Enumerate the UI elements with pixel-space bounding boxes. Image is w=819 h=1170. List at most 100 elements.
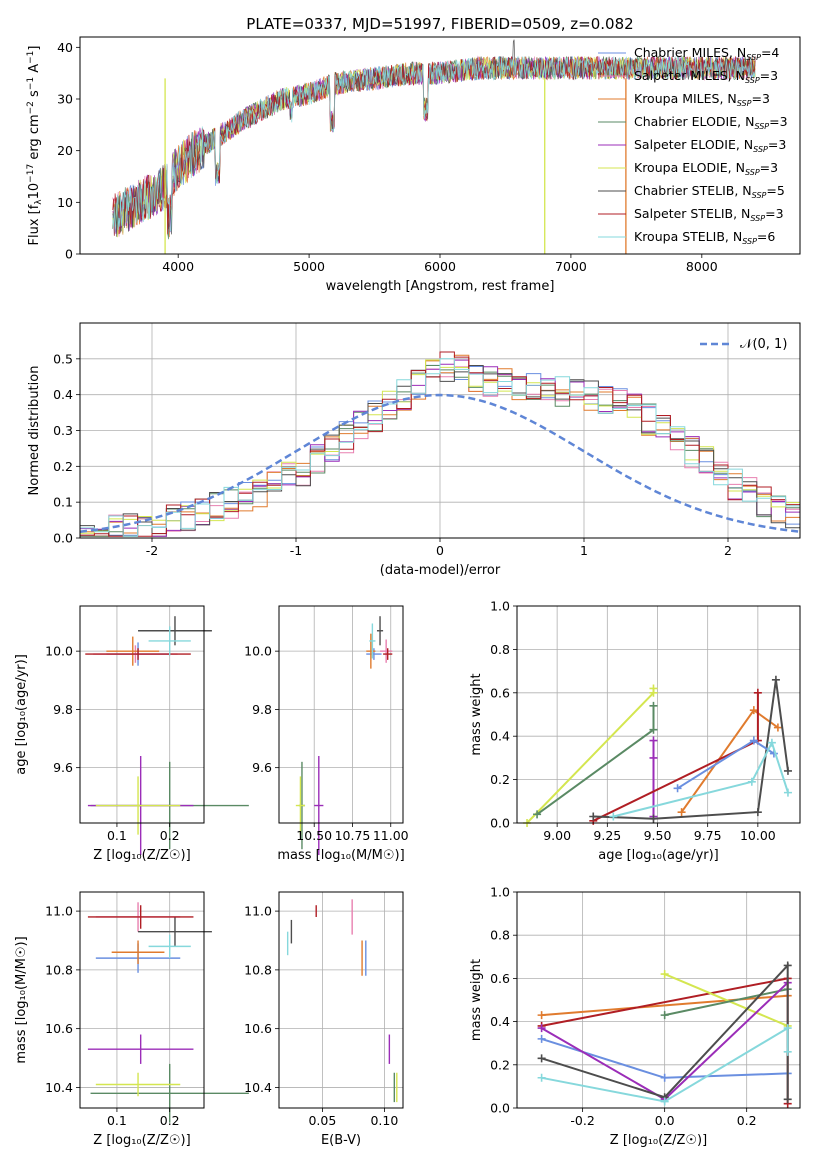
plus-marker bbox=[649, 736, 658, 745]
histogram-chabrier-stelib bbox=[80, 365, 800, 537]
y-tick-label: 9.8 bbox=[252, 702, 272, 717]
weight-line-kroupa-stelib bbox=[613, 740, 789, 818]
x-tick-label: 5000 bbox=[293, 259, 325, 274]
spectrum-line-kroupa-stelib bbox=[112, 55, 756, 233]
y-tick-label: 10.4 bbox=[45, 1080, 73, 1095]
x-tick-label: 10.00 bbox=[740, 828, 776, 843]
mass_vs_Z-axes: 0.1 0.2 10.4 10.6 10.8 11.0 Z [log₁₀(Z/Z☉)] mas… bbox=[14, 891, 249, 1148]
legend-label: Salpeter ELODIE, NSSP=3 bbox=[634, 137, 786, 154]
x-tick-label: 1 bbox=[580, 543, 588, 558]
y-tick-label: 10.6 bbox=[45, 1021, 73, 1036]
y-axis-label: mass weight bbox=[469, 673, 484, 755]
weight-line-chabrier-elodie bbox=[664, 988, 788, 1017]
legend-label: Chabrier ELODIE, NSSP=3 bbox=[634, 114, 788, 131]
y-tick-label: 10.8 bbox=[244, 962, 272, 977]
errorbar-point bbox=[148, 626, 191, 656]
plus-marker bbox=[609, 812, 618, 821]
y-axis-label: Normed distribution bbox=[27, 366, 42, 496]
x-axis-label: (data-model)/error bbox=[380, 563, 501, 578]
axes-frame bbox=[516, 891, 801, 1109]
legend-label: Kroupa MILES, NSSP=3 bbox=[634, 91, 770, 108]
errorbar-point bbox=[106, 636, 160, 666]
weight_vs_age-axes: 9.00 9.25 9.50 9.75 10.00 0.0 0.2 0.4 0.6 0.8 1.0 a… bbox=[469, 599, 801, 863]
x-tick-label: 10.50 bbox=[296, 828, 332, 843]
y-tick-label: 30 bbox=[57, 92, 73, 107]
y-tick-label: 9.6 bbox=[252, 760, 272, 775]
y-tick-label: 0.6 bbox=[490, 971, 510, 986]
plus-marker bbox=[537, 1073, 546, 1082]
x-tick-label: 4000 bbox=[162, 259, 194, 274]
x-tick-label: 9.50 bbox=[644, 828, 672, 843]
x-tick-label: 0.2 bbox=[160, 1113, 180, 1128]
mass_vs_ebv-axes: 0.05 0.10 10.4 10.6 10.8 11.0 E(B-V) bbox=[244, 891, 404, 1148]
y-axis-label: age [log₁₀(age/yr)] bbox=[14, 654, 29, 775]
x-axis-label: age [log₁₀(age/yr)] bbox=[598, 848, 719, 863]
plus-marker bbox=[749, 706, 758, 715]
errorbar-point bbox=[376, 616, 384, 646]
age_vs_mass-plot-area bbox=[295, 616, 393, 856]
y-tick-label: 11.0 bbox=[244, 904, 272, 919]
y-tick-label: 0.8 bbox=[490, 928, 510, 943]
legend-label: Chabrier MILES, NSSP=4 bbox=[634, 45, 779, 62]
x-axis-label: Z [log₁₀(Z/Z☉)] bbox=[93, 848, 190, 863]
spectrum-axes: 4000 5000 6000 7000 8000 0 10 20 30 40 wavelength … bbox=[26, 36, 801, 294]
y-tick-label: 10 bbox=[57, 195, 73, 210]
plus-marker bbox=[537, 1034, 546, 1043]
plus-marker bbox=[533, 810, 542, 819]
y-tick-label: 0.0 bbox=[490, 1101, 510, 1116]
plus-marker bbox=[783, 788, 792, 797]
errorbar-point bbox=[95, 1072, 181, 1097]
spectrum-plot-area bbox=[112, 39, 756, 254]
axes-frame bbox=[79, 605, 205, 824]
plus-marker bbox=[677, 808, 686, 817]
x-tick-label: -2 bbox=[146, 543, 158, 558]
x-tick-label: 9.00 bbox=[543, 828, 571, 843]
x-tick-label: 8000 bbox=[686, 259, 718, 274]
errorbar-point bbox=[138, 916, 212, 947]
x-tick-label: 9.25 bbox=[593, 828, 621, 843]
plus-marker bbox=[537, 1024, 546, 1033]
histogram-kroupa-stelib bbox=[80, 358, 800, 537]
errorbar-point bbox=[85, 648, 191, 660]
plus-marker bbox=[649, 701, 658, 710]
y-tick-label: 1.0 bbox=[490, 885, 510, 900]
axes-frame bbox=[278, 891, 404, 1109]
x-tick-label: 0 bbox=[436, 543, 444, 558]
plus-marker bbox=[649, 814, 658, 823]
weight-line-kroupa-stelib bbox=[541, 1026, 789, 1103]
age_vs_Z-axes: 0.1 0.2 9.6 9.8 10.0 Z [log₁₀(Z/Z☉)] age [log₁… bbox=[14, 605, 249, 863]
mass_vs_Z-plot-area bbox=[87, 902, 249, 1123]
x-tick-label: -0.2 bbox=[570, 1113, 594, 1128]
y-tick-label: 0.0 bbox=[490, 816, 510, 831]
y-tick-label: 40 bbox=[57, 40, 73, 55]
weight-line-kroupa-miles bbox=[541, 994, 788, 1017]
x-tick-label: 0.05 bbox=[308, 1113, 336, 1128]
x-tick-label: 0.2 bbox=[160, 828, 180, 843]
x-tick-label: 6000 bbox=[424, 259, 456, 274]
legend-label: Salpeter MILES, NSSP=3 bbox=[634, 68, 778, 85]
axes-frame bbox=[278, 605, 404, 824]
axes-frame bbox=[79, 36, 801, 255]
errorbar-point bbox=[87, 1034, 194, 1064]
y-tick-label: 0.5 bbox=[53, 351, 73, 366]
x-tick-label: 11.00 bbox=[373, 828, 409, 843]
plus-marker bbox=[537, 1054, 546, 1063]
plus-marker bbox=[673, 784, 682, 793]
y-tick-label: 10.4 bbox=[244, 1080, 272, 1095]
residuals-plot-area bbox=[79, 351, 801, 537]
y-tick-label: 0.4 bbox=[490, 729, 510, 744]
plus-marker bbox=[783, 1024, 792, 1033]
axes-frame bbox=[79, 891, 205, 1109]
x-axis-label: Z [log₁₀(Z/Z☉)] bbox=[610, 1133, 707, 1148]
axes-frame bbox=[516, 605, 801, 824]
x-tick-label: 10.75 bbox=[335, 828, 371, 843]
plus-marker bbox=[649, 753, 658, 762]
legend-label: Kroupa STELIB, NSSP=6 bbox=[634, 229, 775, 246]
weight_vs_Z-axes: -0.2 0.0 0.2 0.0 0.2 0.4 0.6 0.8 1.0 Z [log₁₀(Z/Z… bbox=[469, 885, 801, 1148]
x-tick-label: -1 bbox=[290, 543, 302, 558]
errorbar-point bbox=[366, 648, 382, 660]
legend-label: Salpeter STELIB, NSSP=3 bbox=[634, 206, 784, 223]
plus-marker bbox=[589, 812, 598, 821]
errorbar-point bbox=[148, 934, 191, 959]
